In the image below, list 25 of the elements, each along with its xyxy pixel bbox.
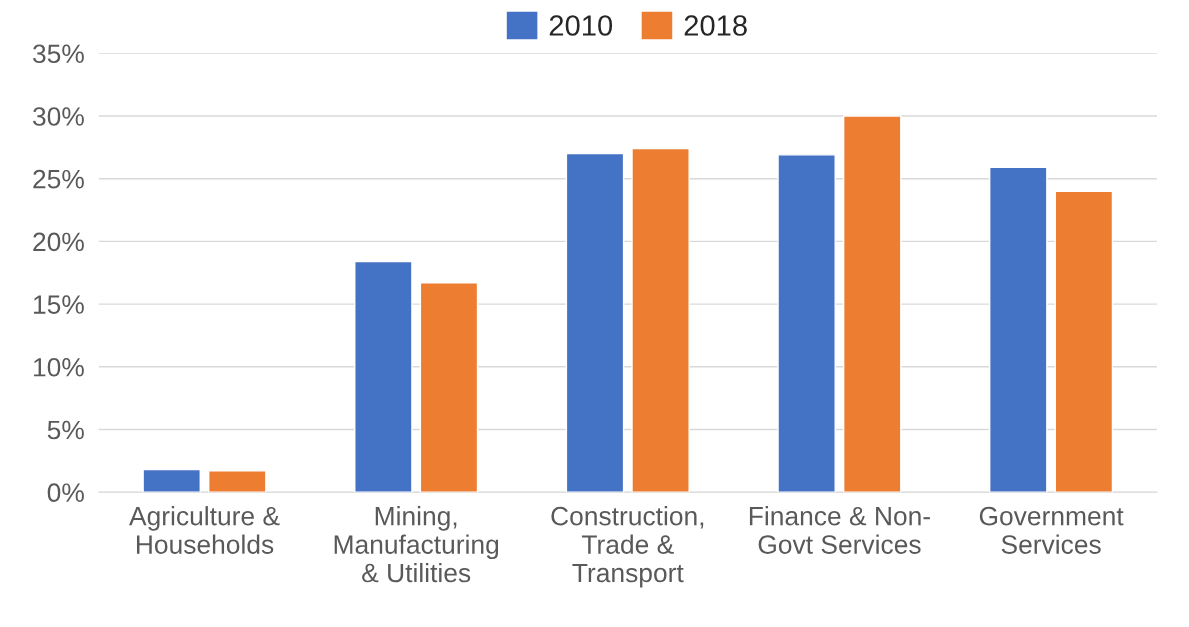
y-tick-label: 10% (34, 357, 84, 377)
legend-label: 2018 (684, 15, 747, 36)
bar (354, 260, 413, 493)
bar (565, 152, 625, 493)
bar (989, 166, 1048, 493)
bar (842, 115, 902, 493)
x-tick-label: Mining, Manufacturing & Utilities (334, 506, 499, 583)
x-tick-label: Government Services (979, 506, 1124, 554)
bar (419, 282, 479, 493)
legend-label: 2010 (549, 15, 613, 36)
y-tick-label: 5% (47, 420, 84, 440)
y-tick-label: 25% (33, 169, 84, 189)
x-tick-label: Finance & Non-Govt Services (749, 506, 930, 554)
y-tick-label: 20% (33, 232, 84, 252)
y-tick-label: 30% (32, 107, 84, 126)
bar (142, 468, 201, 493)
bar (777, 154, 836, 493)
y-tick-label: 0% (47, 483, 84, 503)
x-tick-label: Agriculture & Households (129, 506, 280, 554)
x-tick-label: Construction, Trade & Transport (551, 506, 704, 588)
bar (631, 147, 690, 493)
y-tick-label: 15% (34, 295, 84, 314)
y-tick-label: 35% (32, 44, 84, 64)
bar (208, 470, 267, 493)
bar (1054, 190, 1114, 493)
